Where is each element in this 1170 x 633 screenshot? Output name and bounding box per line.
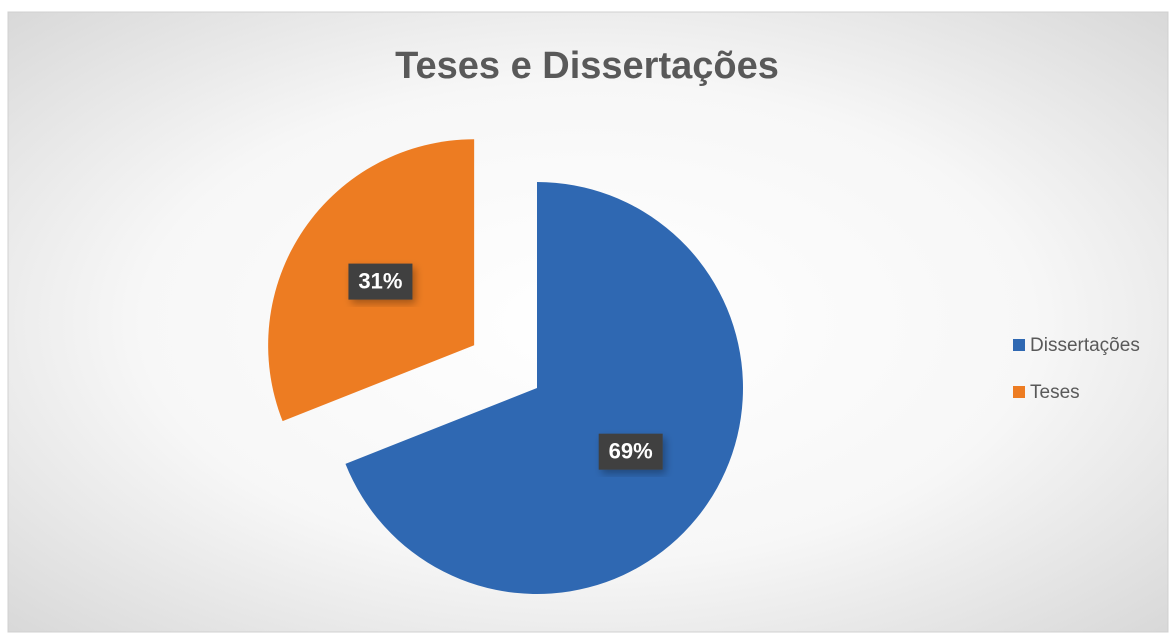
chart-title: Teses e Dissertações (395, 45, 779, 87)
pie-slice (345, 182, 743, 594)
data-label: 31% (358, 268, 402, 293)
data-label: 69% (609, 438, 653, 463)
data-label-box (348, 263, 413, 300)
data-label-box (598, 433, 663, 470)
legend-swatch (1013, 339, 1025, 351)
legend-label: Teses (1030, 382, 1080, 403)
legend-swatch (1013, 386, 1025, 398)
legend-label: Dissertações (1030, 335, 1140, 356)
